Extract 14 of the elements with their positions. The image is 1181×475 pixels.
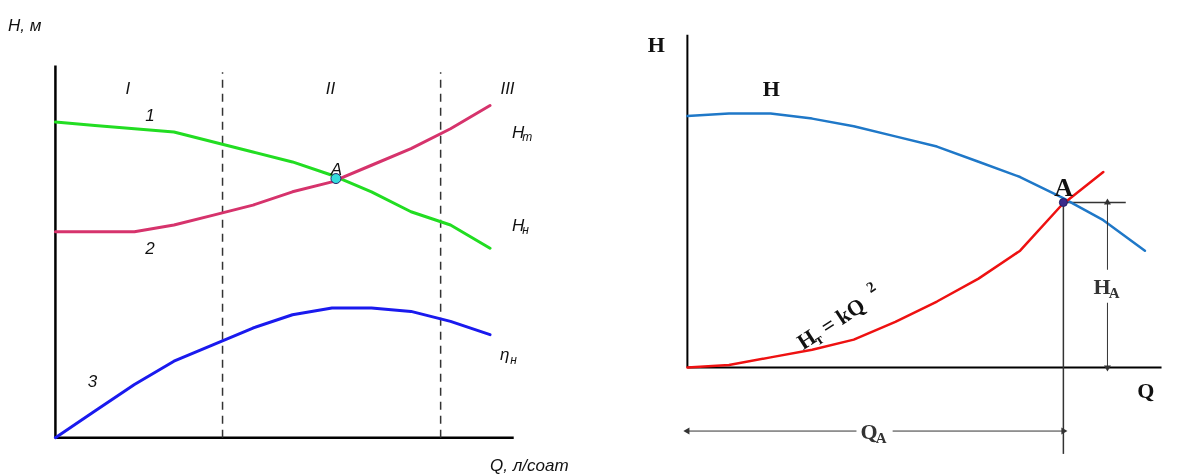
text: I	[125, 79, 131, 99]
y-axis-title: H, м	[8, 16, 42, 36]
text: III	[500, 79, 515, 99]
annotation: 1	[145, 106, 155, 126]
annotation: 3	[87, 372, 98, 392]
x-axis-title: Q	[1137, 377, 1155, 403]
annotation: A	[1054, 173, 1074, 203]
y-axis-title: H	[647, 32, 665, 58]
text: II	[325, 79, 336, 99]
annotation: 2	[144, 239, 156, 259]
text: Hт = kQ2	[792, 278, 879, 355]
series-label: H	[762, 75, 780, 101]
x-axis-title: Q, л/соат	[490, 456, 569, 475]
annotation: A	[329, 159, 343, 179]
